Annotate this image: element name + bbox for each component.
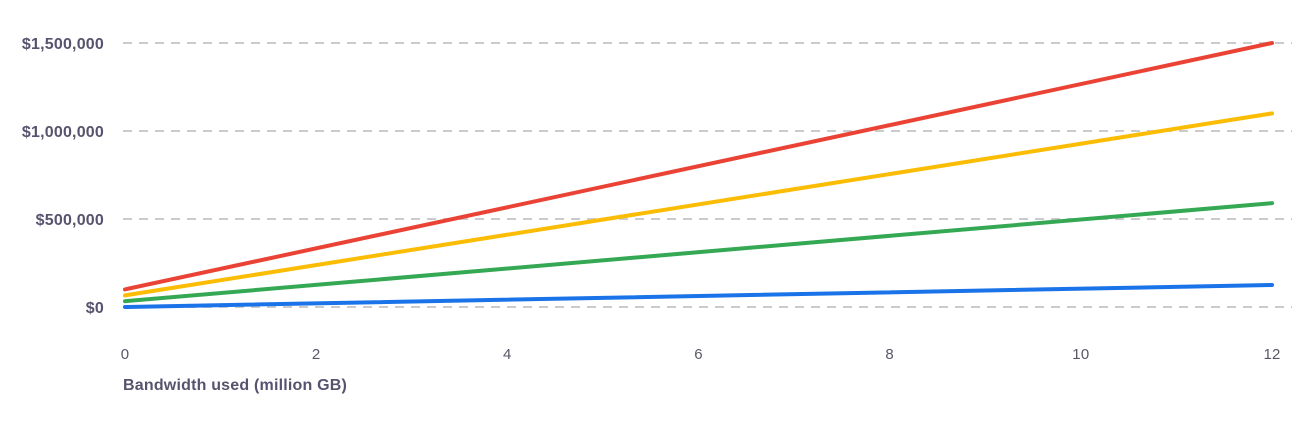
x-tick-label: 2 (312, 346, 321, 363)
series-green-line[interactable] (123, 201, 1274, 304)
x-tick-label: 12 (1263, 346, 1280, 363)
x-axis-title: Bandwidth used (million GB) (123, 377, 347, 394)
y-tick-label: $1,000,000 (22, 124, 104, 141)
x-tick-label: 0 (121, 346, 130, 363)
x-tick-label: 6 (694, 346, 703, 363)
x-tick-label: 10 (1072, 346, 1089, 363)
y-tick-label: $0 (86, 300, 104, 317)
series-yellow-line[interactable] (123, 111, 1274, 298)
x-tick-label: 4 (503, 346, 512, 363)
x-tick-label: 8 (885, 346, 894, 363)
y-tick-label: $1,500,000 (22, 36, 104, 53)
series-blue-line[interactable] (123, 283, 1274, 309)
y-tick-label: $500,000 (36, 212, 104, 229)
series-red-line[interactable] (123, 41, 1274, 292)
